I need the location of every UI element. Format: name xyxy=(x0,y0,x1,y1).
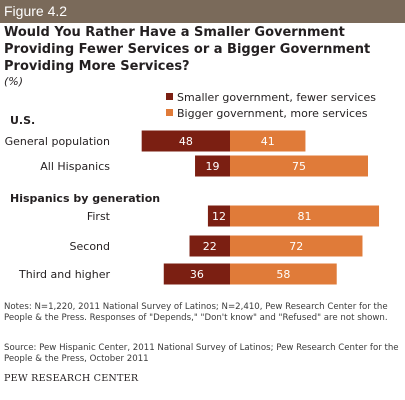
bar-smaller-government xyxy=(189,235,230,257)
chart-source: Source: Pew Hispanic Center, 2011 Nation… xyxy=(4,343,399,364)
legend-label-2: Bigger government, more services xyxy=(177,107,368,120)
value-label-bigger: 41 xyxy=(261,135,275,148)
bar-bigger-government xyxy=(230,263,337,285)
category-label: Second xyxy=(70,240,110,253)
chart-subtitle: (%) xyxy=(4,75,24,88)
legend-swatch-2 xyxy=(166,109,173,116)
group-label-1: U.S. xyxy=(10,114,35,127)
bar-smaller-government xyxy=(163,263,230,285)
group-label-2: Hispanics by generation xyxy=(10,192,160,205)
bar-bigger-government xyxy=(230,205,380,227)
pew-credit: PEW RESEARCH CENTER xyxy=(4,373,139,384)
category-label: Third and higher xyxy=(18,268,110,281)
bar-smaller-government xyxy=(195,155,230,177)
value-label-smaller: 22 xyxy=(203,240,217,253)
bar-smaller-government xyxy=(207,205,230,227)
legend-label-1: Smaller government, fewer services xyxy=(177,91,376,104)
category-label: All Hispanics xyxy=(40,160,110,173)
category-label: First xyxy=(87,210,111,223)
value-label-smaller: 36 xyxy=(190,268,204,281)
value-label-bigger: 75 xyxy=(292,160,306,173)
chart-notes: Notes: N=1,220, 2011 National Survey of … xyxy=(4,302,388,323)
chart-title: Would You Rather Have a Smaller Governme… xyxy=(4,25,371,74)
value-label-bigger: 72 xyxy=(289,240,303,253)
value-label-smaller: 48 xyxy=(179,135,193,148)
bar-bigger-government xyxy=(230,130,306,152)
bar-bigger-government xyxy=(230,235,363,257)
value-label-bigger: 58 xyxy=(276,268,290,281)
value-label-bigger: 81 xyxy=(298,210,312,223)
diverging-bar-chart: Smaller government, fewer services Bigger… xyxy=(5,91,380,285)
figure-label: Figure 4.2 xyxy=(0,0,405,23)
legend-swatch-1 xyxy=(166,93,173,100)
value-label-smaller: 19 xyxy=(206,160,220,173)
category-label: General population xyxy=(5,135,110,148)
bar-bigger-government xyxy=(230,155,368,177)
bar-smaller-government xyxy=(141,130,230,152)
value-label-smaller: 12 xyxy=(212,210,226,223)
